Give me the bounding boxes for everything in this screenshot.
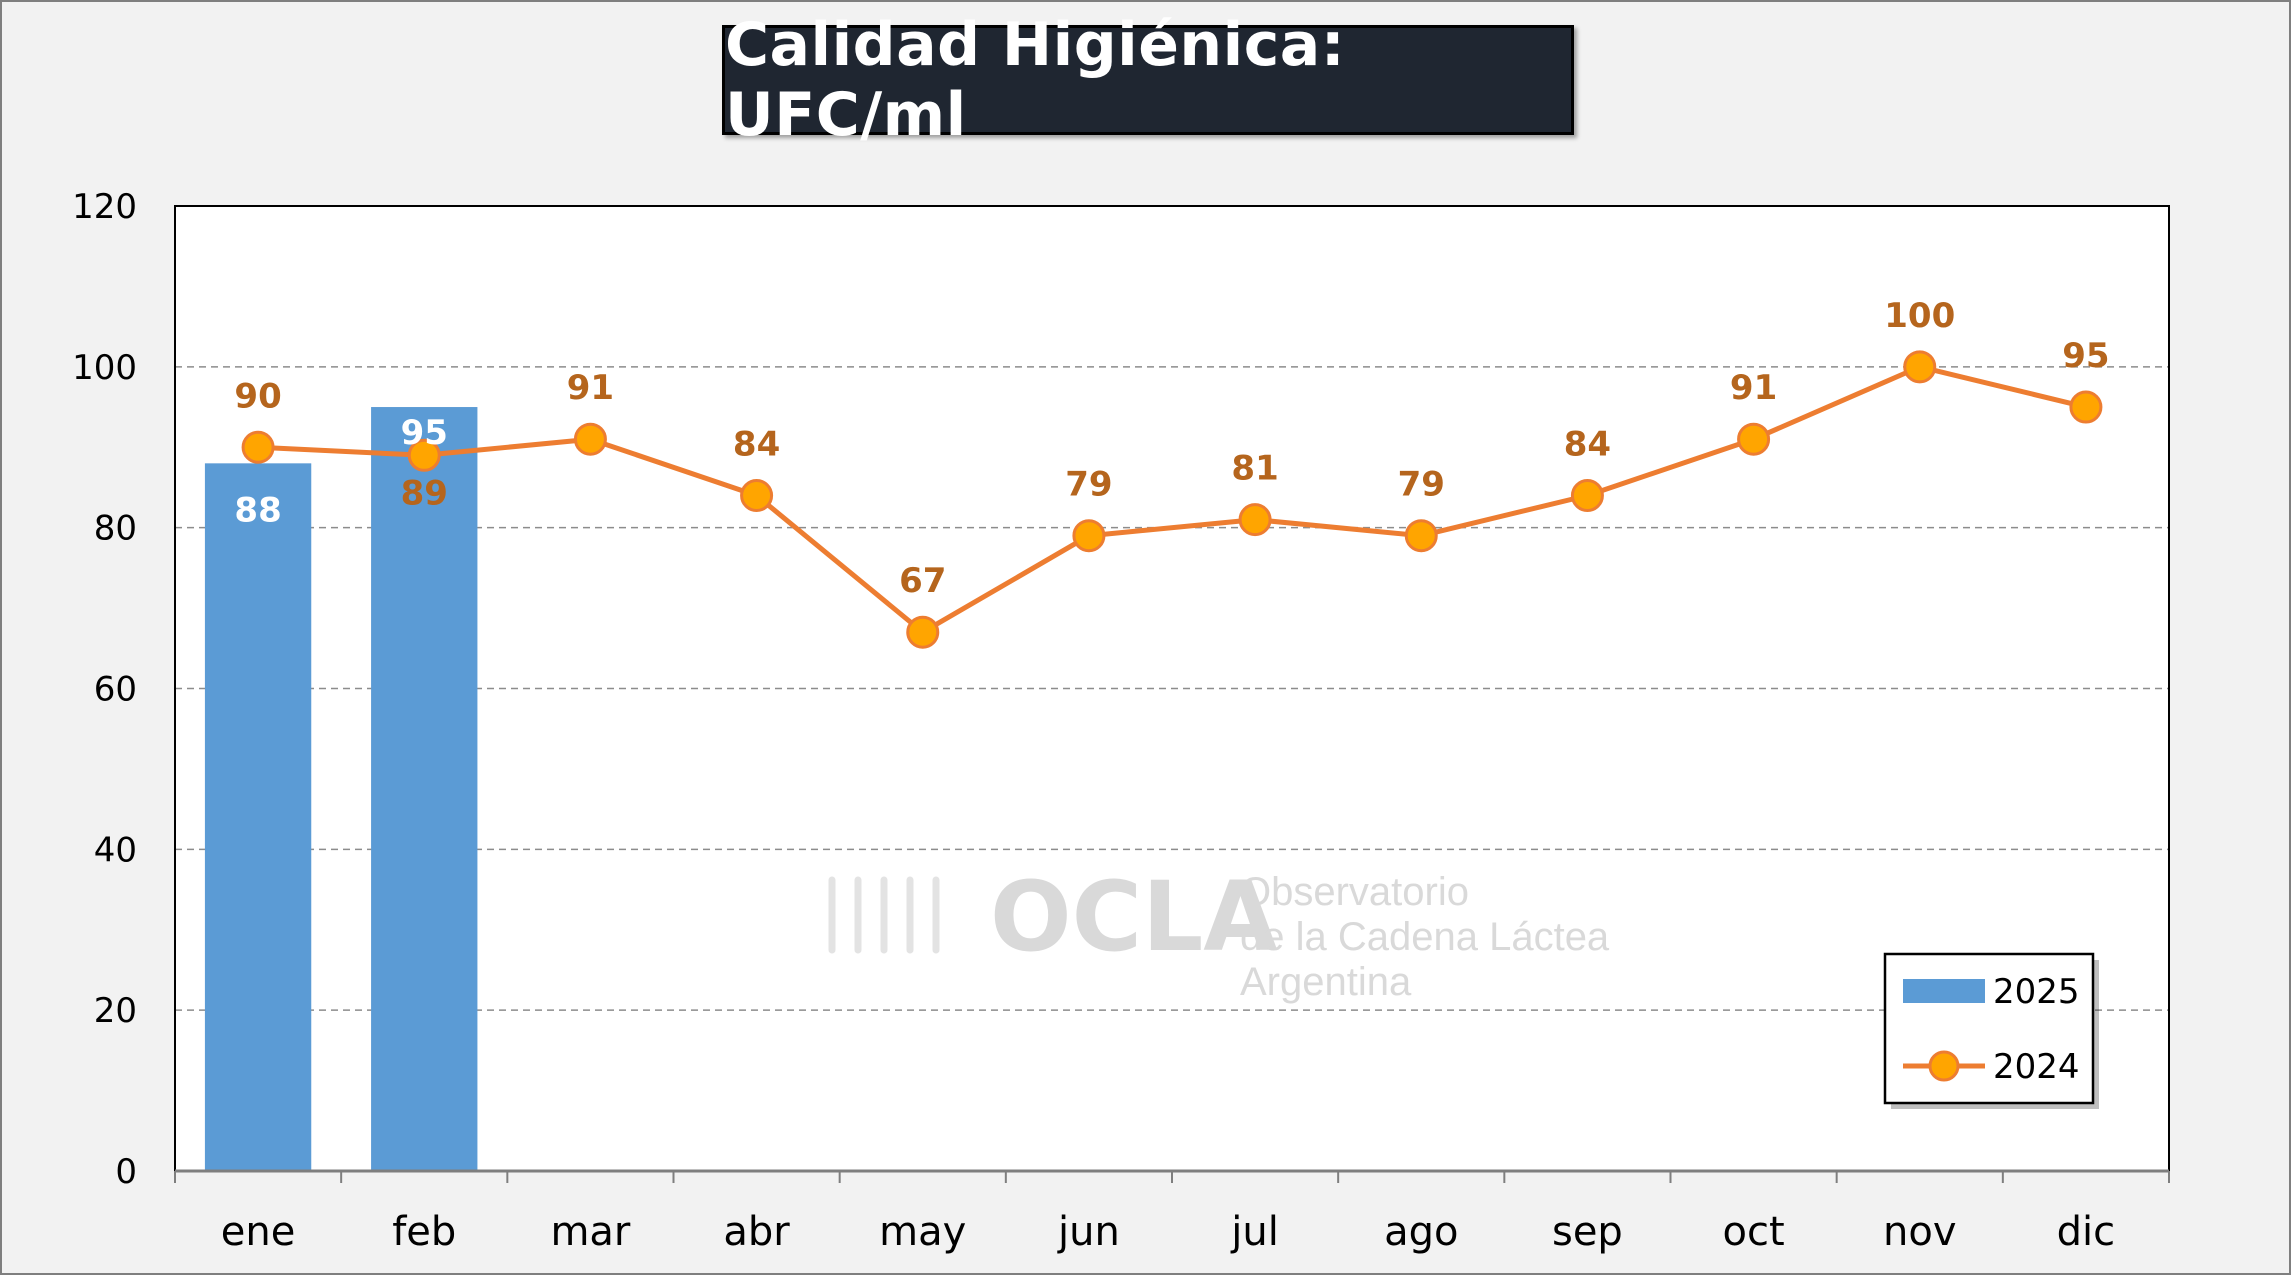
watermark-brand: OCLA bbox=[990, 861, 1278, 973]
watermark-line3: Argentina bbox=[1240, 960, 1412, 1004]
legend bbox=[1883, 952, 2095, 1105]
bar-2025-ene bbox=[204, 463, 312, 1171]
point-2024-jun bbox=[1072, 519, 1106, 553]
point-2024-abr bbox=[740, 479, 774, 512]
point-label-2024-jun: 79 bbox=[1065, 465, 1112, 505]
legend-marker-2024 bbox=[1928, 1050, 1960, 1082]
bar-2025-feb bbox=[371, 407, 478, 1172]
y-tick-label-120: 120 bbox=[72, 187, 137, 227]
point-2024-ago bbox=[1404, 519, 1438, 553]
x-tick-label-jul: jul bbox=[1230, 1209, 1279, 1255]
bar-label-2025-ene: 88 bbox=[234, 490, 281, 530]
point-label-2024-feb: 89 bbox=[401, 473, 448, 513]
x-tick-label-abr: abr bbox=[723, 1209, 790, 1255]
point-2024-feb bbox=[407, 438, 441, 472]
point-2024-mar bbox=[573, 422, 607, 456]
legend-swatch-2025 bbox=[1903, 979, 1985, 1003]
x-tick-label-nov: nov bbox=[1883, 1209, 1957, 1255]
legend-label-2025: 2025 bbox=[1993, 972, 2080, 1012]
point-label-2024-dic: 95 bbox=[2062, 336, 2109, 376]
y-tick-label-20: 20 bbox=[94, 991, 137, 1031]
point-label-2024-abr: 84 bbox=[733, 425, 780, 465]
x-tick-label-mar: mar bbox=[550, 1209, 630, 1255]
y-tick-label-100: 100 bbox=[72, 348, 137, 388]
point-2024-nov bbox=[1903, 350, 1937, 384]
point-2024-ene bbox=[241, 430, 275, 464]
point-label-2024-ago: 79 bbox=[1398, 465, 1445, 505]
ocla-logo-icon bbox=[828, 876, 940, 954]
x-tick-label-may: may bbox=[879, 1209, 966, 1255]
point-label-2024-jul: 81 bbox=[1231, 449, 1278, 489]
point-2024-oct bbox=[1737, 422, 1771, 456]
watermark-line2: de la Cadena Láctea bbox=[1240, 915, 1610, 959]
x-tick-label-ago: ago bbox=[1384, 1209, 1458, 1255]
point-label-2024-may: 67 bbox=[899, 561, 946, 601]
x-tick-label-feb: feb bbox=[392, 1209, 456, 1255]
legend-label-2024: 2024 bbox=[1993, 1047, 2080, 1087]
bar-label-2025-feb: 95 bbox=[401, 413, 448, 453]
y-tick-label-60: 60 bbox=[94, 670, 137, 710]
point-2024-dic bbox=[2069, 390, 2103, 424]
point-2024-may bbox=[906, 615, 940, 649]
line-2024 bbox=[257, 364, 2087, 635]
point-label-2024-nov: 100 bbox=[1884, 296, 1955, 336]
point-label-2024-ene: 90 bbox=[234, 376, 281, 416]
y-tick-label-0: 0 bbox=[115, 1152, 137, 1192]
x-tick-label-jun: jun bbox=[1057, 1209, 1120, 1255]
x-tick-label-dic: dic bbox=[2057, 1209, 2116, 1255]
y-tick-label-80: 80 bbox=[94, 509, 137, 549]
point-label-2024-mar: 91 bbox=[567, 368, 614, 408]
point-2024-sep bbox=[1570, 479, 1604, 512]
point-label-2024-sep: 84 bbox=[1564, 425, 1611, 465]
point-2024-jul bbox=[1238, 503, 1272, 537]
x-tick-label-sep: sep bbox=[1552, 1209, 1623, 1255]
x-tick-label-ene: ene bbox=[221, 1209, 296, 1255]
y-tick-label-40: 40 bbox=[94, 830, 137, 870]
watermark-line1: Observatorio bbox=[1240, 870, 1469, 914]
x-tick-label-oct: oct bbox=[1723, 1209, 1785, 1255]
point-label-2024-oct: 91 bbox=[1730, 368, 1777, 408]
